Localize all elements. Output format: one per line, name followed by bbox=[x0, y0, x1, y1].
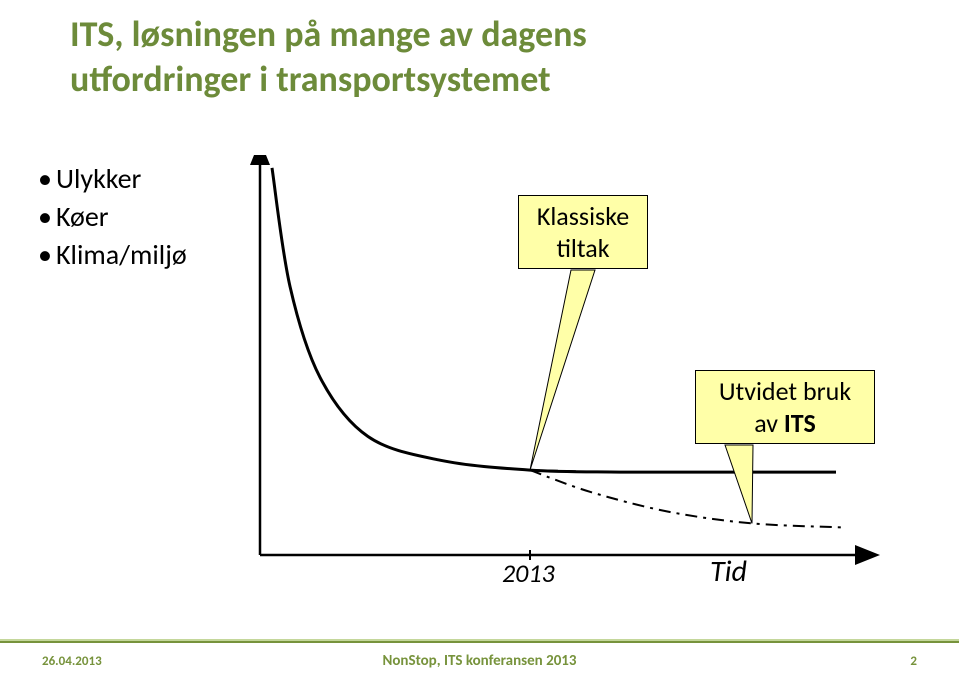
footer-title: NonStop, ITS konferansen 2013 bbox=[0, 652, 959, 670]
chart-area: Klassiske tiltak Utvidet bruk av ITS 201… bbox=[240, 155, 880, 575]
bullet-item: •Ulykker bbox=[38, 160, 187, 198]
callout-pointer-klassiske bbox=[530, 270, 595, 470]
title-line-2: utfordringer i transportsystemet bbox=[70, 57, 587, 102]
callout-klassiske: Klassiske tiltak bbox=[518, 195, 648, 269]
footer-divider-dark bbox=[0, 641, 959, 643]
footer-page-number: 2 bbox=[910, 654, 917, 669]
slide: ITS, løsningen på mange av dagens utford… bbox=[0, 0, 959, 679]
title-line-1: ITS, løsningen på mange av dagens bbox=[70, 12, 587, 57]
bullet-text: Klima/miljø bbox=[56, 237, 187, 272]
dashdot-curve bbox=[530, 470, 842, 527]
callout-pointer-utvidet bbox=[725, 445, 753, 523]
bullet-list: •Ulykker •Køer •Klima/miljø bbox=[38, 160, 187, 273]
bullet-item: •Køer bbox=[38, 198, 187, 236]
bullet-item: •Klima/miljø bbox=[38, 236, 187, 274]
bullet-text: Ulykker bbox=[56, 161, 141, 196]
callout-text-bold: ITS bbox=[784, 407, 816, 439]
slide-title: ITS, løsningen på mange av dagens utford… bbox=[70, 12, 587, 102]
bullet-text: Køer bbox=[56, 199, 109, 234]
callout-text: av ITS bbox=[706, 407, 864, 439]
callout-text: tiltak bbox=[529, 232, 637, 264]
callout-utvidet: Utvidet bruk av ITS bbox=[695, 370, 875, 444]
x-tick-label: 2013 bbox=[502, 557, 555, 589]
callout-text: Utvidet bruk bbox=[706, 375, 864, 407]
callout-text: Klassiske bbox=[529, 200, 637, 232]
x-axis-label: Tid bbox=[710, 553, 747, 590]
